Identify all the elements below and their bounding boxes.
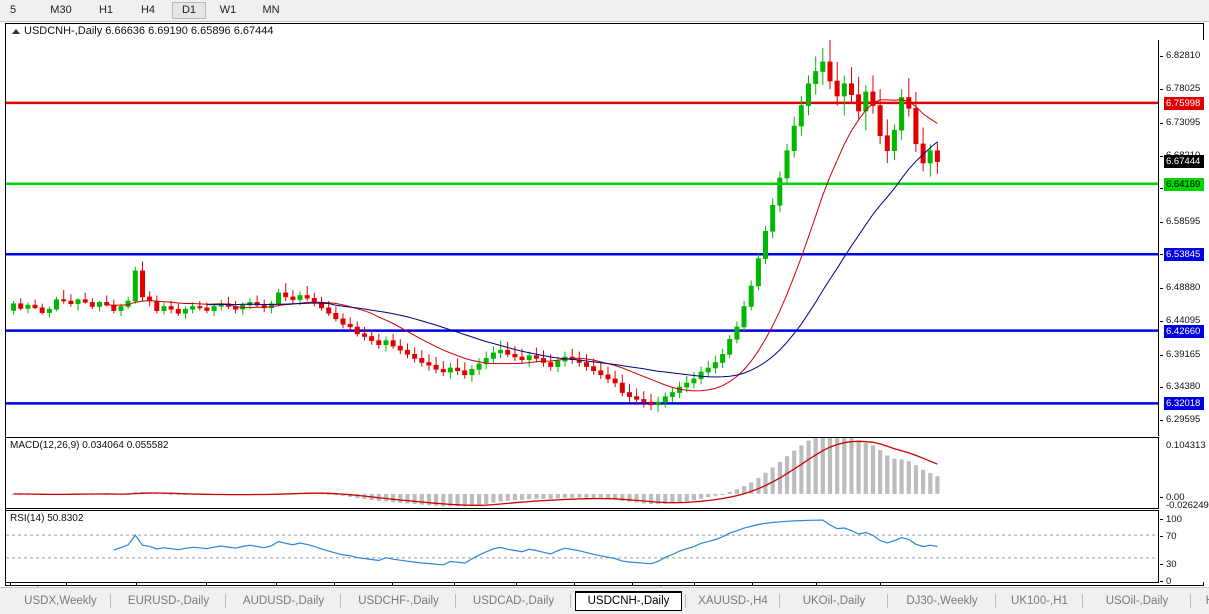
chart-tab-hk50-h1[interactable]: HK50-,H1 xyxy=(1195,591,1209,611)
date-tick-mark xyxy=(392,583,393,586)
price-tick-label: 6.58595 xyxy=(1166,215,1201,227)
chart-tabs-bar: USDX,Weekly EURUSD-,Daily AUDUSD-,Daily USD… xyxy=(0,587,1209,614)
price-tick-mark xyxy=(1160,188,1163,190)
price-tag-level[interactable]: 6.32018 xyxy=(1164,397,1204,411)
chart-tab-usdcnh-daily[interactable]: USDCNH-,Daily xyxy=(575,591,682,611)
rsi-tick-mark xyxy=(1160,519,1163,520)
timeframe-toolbar: 5 M30 H1 H4 D1 W1 MN xyxy=(0,0,1209,22)
chart-tab-usoil-daily[interactable]: USOil-,Daily xyxy=(1105,595,1169,607)
tab-separator xyxy=(340,594,341,608)
tab-separator xyxy=(570,594,571,608)
timeframe-mn[interactable]: MN xyxy=(262,4,280,16)
tab-separator xyxy=(110,594,111,608)
price-tick-mark xyxy=(1160,56,1163,58)
macd-tick-label: 0.00 xyxy=(1166,492,1185,503)
timeframe-h4[interactable]: H4 xyxy=(140,4,156,16)
date-tick-mark xyxy=(752,583,753,586)
tab-separator xyxy=(779,594,780,608)
price-tick-mark xyxy=(1160,387,1163,389)
chart-window: USDCNH-,Daily 6.66636 6.69190 6.65896 6.… xyxy=(5,23,1209,597)
macd-tick-mark xyxy=(1160,497,1163,498)
price-scale[interactable]: 6.828106.780256.730956.682106.635256.585… xyxy=(1160,40,1209,587)
chart-tab-audusd-daily[interactable]: AUDUSD-,Daily xyxy=(242,595,325,607)
tab-separator xyxy=(225,594,226,608)
chart-tab-usdcad-daily[interactable]: USDCAD-,Daily xyxy=(472,595,555,607)
date-tick-mark xyxy=(454,583,455,586)
tab-separator xyxy=(455,594,456,608)
price-tag-resistance[interactable]: 6.75998 xyxy=(1164,96,1204,110)
macd-svg xyxy=(11,438,940,507)
tab-separator xyxy=(1082,594,1083,608)
date-tick-mark xyxy=(816,583,817,586)
price-tick-label: 6.73095 xyxy=(1166,116,1201,128)
price-tick-label: 6.34380 xyxy=(1166,381,1201,393)
price-tag-level[interactable]: 6.42660 xyxy=(1164,324,1204,338)
price-tick-label: 6.44095 xyxy=(1166,314,1201,326)
chart-tab-eurusd-daily[interactable]: EURUSD-,Daily xyxy=(127,595,210,607)
macd-label: MACD(12,26,9) 0.034064 0.055582 xyxy=(10,440,169,451)
date-tick-mark xyxy=(10,583,11,586)
timeframe-w1[interactable]: W1 xyxy=(219,4,237,16)
rsi-tick-mark xyxy=(1160,564,1163,565)
tab-separator xyxy=(685,594,686,608)
macd-tick-label: 0.104313 xyxy=(1166,440,1206,451)
timeframe-5[interactable]: 5 xyxy=(9,4,17,16)
price-tick-mark xyxy=(1160,221,1163,223)
rsi-tick-mark xyxy=(1160,581,1163,582)
price-tick-label: 6.29595 xyxy=(1166,413,1201,425)
price-tick-mark xyxy=(1160,156,1163,158)
price-tick-label: 6.39165 xyxy=(1166,348,1201,360)
date-tick-mark xyxy=(334,583,335,586)
price-tick-label: 6.78025 xyxy=(1166,83,1201,95)
tab-separator xyxy=(1190,594,1191,608)
rsi-tick-label: 100 xyxy=(1166,514,1182,525)
price-tag-support[interactable]: 6.64169 xyxy=(1164,177,1204,191)
chart-tab-dj30-weekly[interactable]: DJ30-,Weekly xyxy=(906,595,978,607)
macd-pane[interactable]: MACD(12,26,9) 0.034064 0.055582 xyxy=(6,437,1159,509)
date-tick-mark xyxy=(136,583,137,586)
timeframe-m30[interactable]: M30 xyxy=(50,4,72,16)
rsi-tick-label: 70 xyxy=(1166,531,1177,542)
price-tick-label: 6.82810 xyxy=(1166,50,1201,62)
chart-tab-xauusd-h4[interactable]: XAUUSD-,H4 xyxy=(698,595,768,607)
price-tick-mark xyxy=(1160,254,1163,256)
date-tick-mark xyxy=(632,583,633,586)
macd-tick-label: -0.026249 xyxy=(1166,500,1209,511)
rsi-tick-label: 0 xyxy=(1166,576,1172,587)
price-chart-svg xyxy=(6,40,1158,412)
price-tag-level[interactable]: 6.53845 xyxy=(1164,248,1204,262)
symbol-ohlc-label: USDCNH-,Daily 6.66636 6.69190 6.65896 6.… xyxy=(24,25,274,37)
rsi-svg xyxy=(6,519,1158,566)
chart-titlebar: USDCNH-,Daily 6.66636 6.69190 6.65896 6.… xyxy=(6,24,1203,40)
tab-separator xyxy=(887,594,888,608)
rsi-tick-mark xyxy=(1160,536,1163,537)
chart-tab-ukoil-daily[interactable]: UKOil-,Daily xyxy=(802,595,866,607)
date-tick-mark xyxy=(206,583,207,586)
rsi-tick-label: 30 xyxy=(1166,559,1177,570)
date-tick-mark xyxy=(574,583,575,586)
timeframe-h1[interactable]: H1 xyxy=(98,4,114,16)
price-tick-mark xyxy=(1160,419,1163,421)
timeframe-d1[interactable]: D1 xyxy=(172,2,206,19)
price-tick-mark xyxy=(1160,354,1163,356)
date-tick-mark xyxy=(694,583,695,586)
price-tick-mark xyxy=(1160,89,1163,91)
rsi-label: RSI(14) 50.8302 xyxy=(10,513,84,524)
price-tick-mark xyxy=(1160,288,1163,290)
tab-separator xyxy=(995,594,996,608)
date-tick-mark xyxy=(66,583,67,586)
price-tick-mark xyxy=(1160,122,1163,124)
date-tick-mark xyxy=(880,583,881,586)
rsi-pane[interactable]: RSI(14) 50.8302 xyxy=(6,510,1159,582)
price-tick-label: 6.48880 xyxy=(1166,282,1201,294)
date-tick-mark xyxy=(516,583,517,586)
chart-tab-usdchf-daily[interactable]: USDCHF-,Daily xyxy=(358,595,439,607)
price-tag-last-price[interactable]: 6.67444 xyxy=(1164,155,1204,169)
price-tick-mark xyxy=(1160,320,1163,322)
price-chart-pane[interactable] xyxy=(6,40,1159,436)
chart-tab-uk100-h1[interactable]: UK100-,H1 xyxy=(1011,595,1068,607)
chart-tab-usdx-weekly[interactable]: USDX,Weekly xyxy=(24,595,97,607)
collapse-triangle-icon[interactable] xyxy=(12,29,20,34)
date-tick-mark xyxy=(276,583,277,586)
